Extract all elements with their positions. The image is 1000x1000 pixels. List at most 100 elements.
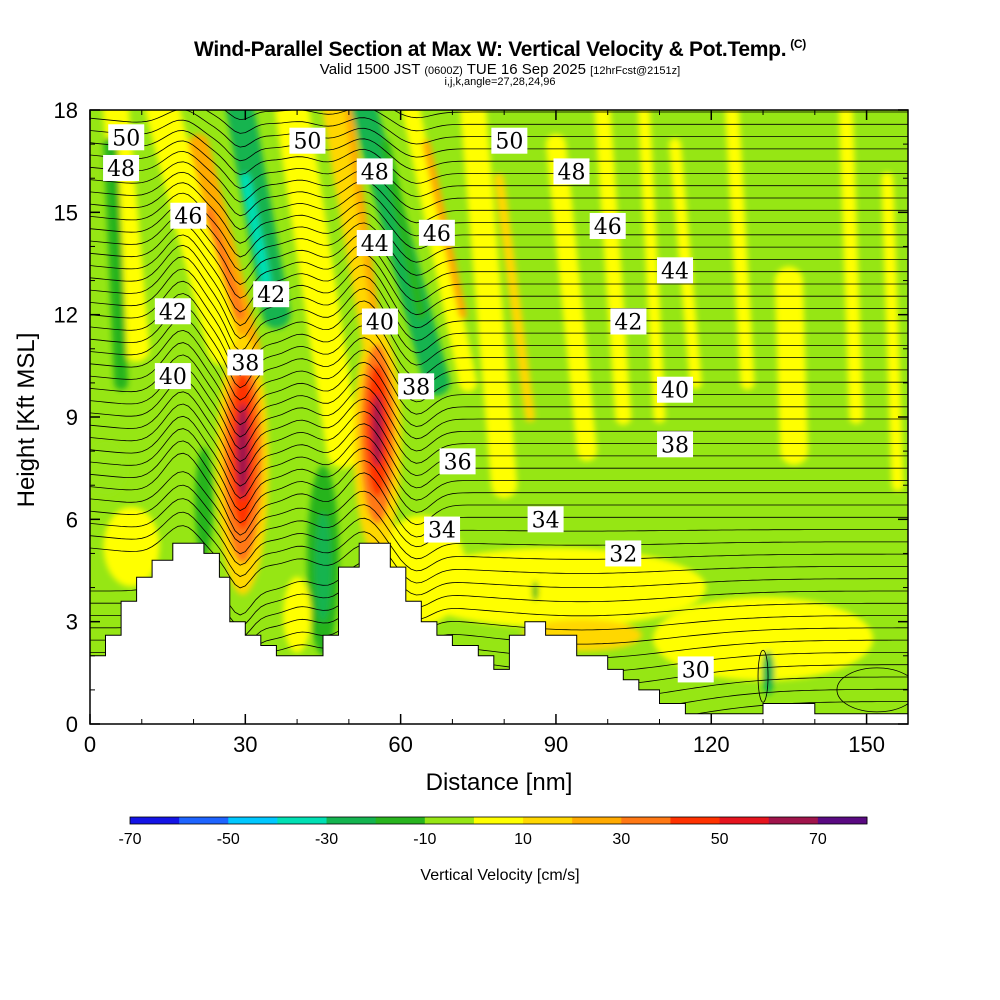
theta-label: 34 — [527, 506, 564, 533]
colorbar-tick-label: -50 — [217, 831, 240, 848]
updraft-band — [881, 172, 904, 492]
y-tick-label: 3 — [66, 610, 78, 635]
theta-contour — [90, 342, 908, 427]
theta-contour — [90, 119, 908, 171]
theta-label: 48 — [356, 158, 393, 185]
updraft-region — [283, 576, 312, 653]
y-tick-label: 6 — [66, 507, 78, 532]
theta-contour — [90, 440, 908, 526]
theta-label-text: 48 — [107, 157, 135, 182]
downdraft-region — [90, 440, 128, 497]
theta-label-box — [361, 308, 398, 335]
theta-contour — [90, 213, 908, 289]
theta-label: 38 — [227, 349, 264, 376]
colorbar-tick-label: 50 — [711, 831, 729, 848]
x-tick-label: 90 — [544, 732, 568, 757]
colorbar-swatch — [473, 817, 524, 824]
theta-contour — [90, 182, 908, 250]
theta-label: 32 — [605, 540, 642, 567]
x-tick-label: 30 — [233, 732, 257, 757]
updraft-band — [204, 207, 246, 320]
theta-label-text: 40 — [366, 310, 394, 335]
theta-label-text: 36 — [444, 450, 472, 475]
theta-labels: 50 50 50 48 48 48 46 46 46 44 44 42 42 42 40 40 40 38 38 38… — [103, 124, 714, 683]
chart-title: Wind-Parallel Section at Max W: Vertical… — [0, 37, 1000, 62]
theta-contour — [393, 110, 908, 119]
colorbar-tick-label: -30 — [315, 831, 338, 848]
colorbar-swatch — [130, 817, 180, 824]
theta-label-text: 46 — [423, 222, 451, 247]
theta-contour — [90, 268, 908, 354]
downdraft-band — [103, 137, 129, 390]
colorbar-swatch — [277, 817, 328, 824]
theta-contour — [90, 150, 908, 211]
theta-label: 46 — [589, 212, 626, 240]
theta-contour — [90, 329, 908, 415]
theta-contour — [836, 667, 908, 713]
theta-contour — [90, 391, 908, 477]
theta-contour — [90, 317, 908, 403]
theta-contour — [90, 484, 908, 560]
updraft-core — [236, 403, 249, 500]
updraft-band — [274, 110, 361, 469]
theta-contour — [223, 110, 908, 132]
theta-label-box — [439, 448, 476, 475]
theta-label-box — [610, 308, 647, 335]
theta-label-text: 50 — [293, 130, 321, 155]
theta-label-text: 42 — [159, 300, 187, 325]
theta-label-text: 46 — [594, 215, 622, 240]
updraft-region — [103, 506, 160, 587]
theta-contour — [90, 415, 908, 501]
updraft-band — [460, 110, 518, 499]
colorbar: -70 -50 -30 -10 10 30 50 70 — [118, 816, 868, 848]
theta-contour — [90, 366, 908, 452]
theta-label-box — [677, 656, 714, 683]
theta-label: 44 — [657, 257, 694, 284]
theta-contour — [90, 171, 908, 237]
theta-label-box — [424, 516, 461, 543]
theta-label-text: 50 — [112, 126, 140, 151]
theta-contour — [90, 403, 908, 489]
theta-label: 40 — [657, 376, 694, 404]
theta-contour — [90, 244, 908, 329]
x-tick-label: 0 — [84, 732, 96, 757]
chart-params: i,j,k,angle=27,28,24,96 — [444, 76, 556, 88]
x-tick-label: 120 — [693, 732, 730, 757]
theta-label-text: 40 — [661, 379, 689, 404]
theta-label: 44 — [356, 230, 393, 257]
updraft-band — [145, 110, 242, 366]
theta-label-box — [589, 212, 626, 239]
theta-contour — [90, 452, 908, 538]
colorbar-swatch — [228, 817, 278, 824]
theta-contour — [90, 256, 908, 341]
theta-label: 46 — [170, 202, 207, 230]
colorbar-tick-label: 10 — [514, 831, 532, 848]
theta-label-text: 30 — [682, 658, 710, 683]
theta-label-text: 46 — [174, 205, 202, 230]
theta-label-box — [154, 298, 191, 325]
theta-label-text: 38 — [661, 433, 689, 458]
theta-label-box — [657, 376, 694, 403]
theta-label: 38 — [657, 431, 694, 458]
theta-contour — [90, 511, 908, 584]
theta-label: 40 — [154, 363, 191, 390]
theta-label: 42 — [154, 298, 191, 325]
colorbar-swatch — [621, 817, 671, 824]
updraft-band — [545, 134, 598, 462]
colorbar-swatch — [179, 817, 229, 824]
theta-label: 40 — [361, 308, 398, 335]
theta-contour — [90, 192, 908, 263]
y-tick-label: 12 — [54, 303, 78, 328]
colorbar-swatch — [670, 817, 721, 824]
updraft-band — [494, 173, 536, 422]
subtitle-utc: (0600Z) — [424, 65, 463, 77]
theta-label-text: 48 — [361, 160, 389, 185]
downdraft-core — [532, 580, 539, 601]
colorbar-swatch — [817, 817, 868, 824]
theta-label-box — [170, 202, 207, 229]
downdraft-core — [314, 512, 331, 623]
colorbar-swatch — [424, 817, 475, 824]
theta-label-box — [418, 219, 455, 246]
